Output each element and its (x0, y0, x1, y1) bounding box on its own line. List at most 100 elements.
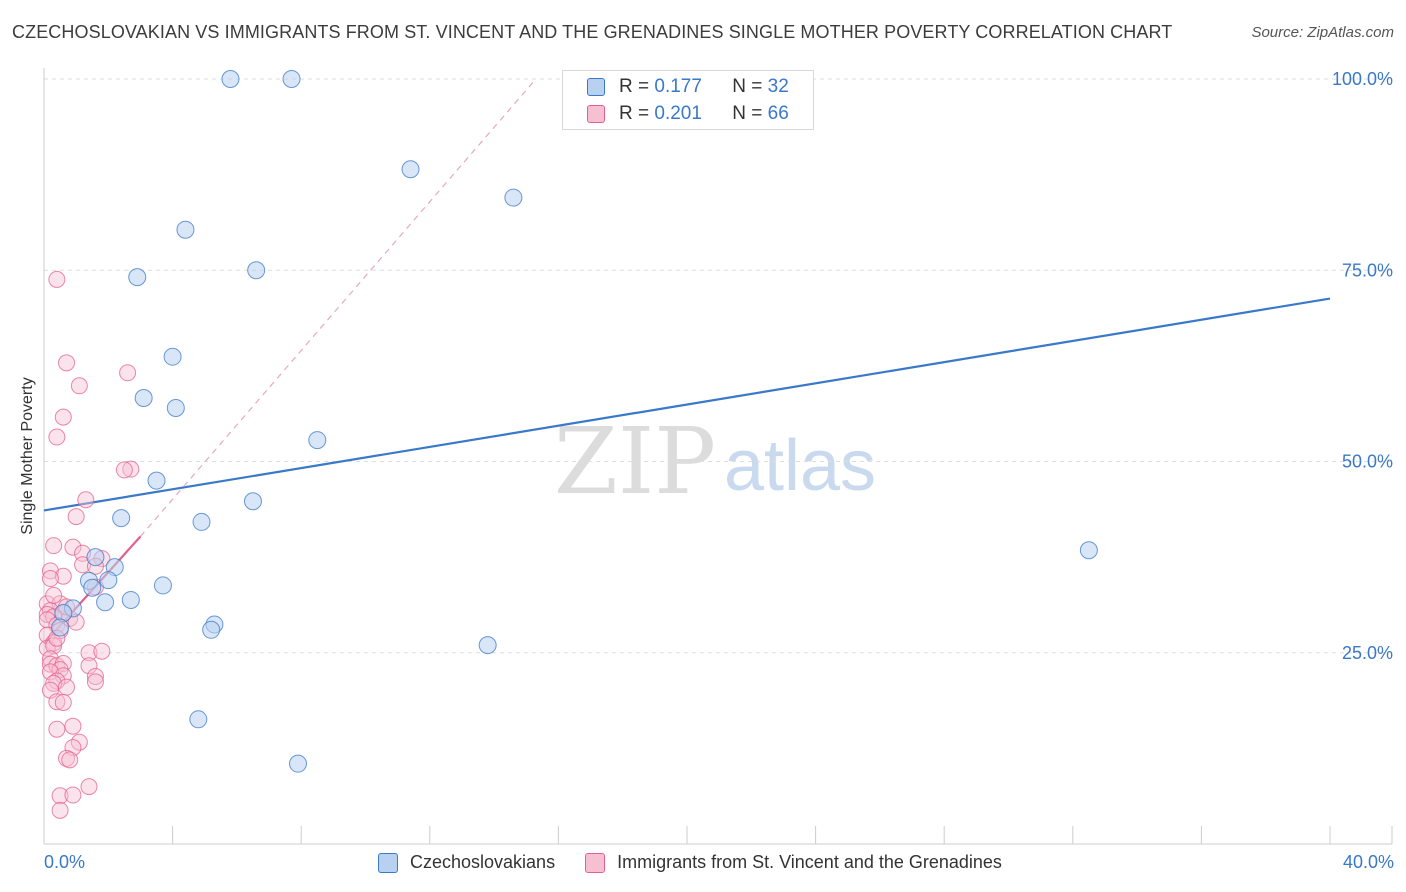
data-point-st-vincent (115, 461, 133, 479)
data-point-czechoslovakian (192, 512, 211, 531)
r-value: 0.177 (654, 76, 702, 97)
data-point-st-vincent (64, 717, 82, 735)
data-point-czechoslovakian (1079, 541, 1098, 560)
data-point-st-vincent (86, 667, 104, 685)
y-tick-label: 75.0% (1342, 260, 1393, 280)
data-point-st-vincent (93, 642, 111, 660)
data-point-czechoslovakian (147, 471, 166, 490)
n-label: N = (732, 103, 763, 124)
gridlines (44, 78, 1392, 654)
n-label: N = (732, 76, 763, 97)
data-point-st-vincent (61, 751, 79, 769)
series-legend: Czechoslovakians Immigrants from St. Vin… (378, 852, 1032, 873)
correlation-row-vincent: R = 0.201 N = 66 (587, 103, 789, 125)
data-point-czechoslovakian (478, 636, 497, 655)
data-point-czechoslovakian (221, 70, 240, 88)
data-point-st-vincent (54, 567, 72, 585)
data-point-st-vincent (58, 354, 76, 372)
correlation-row-czech: R = 0.177 N = 32 (587, 76, 789, 98)
data-point-st-vincent (51, 787, 69, 805)
data-point-st-vincent (51, 801, 69, 819)
data-point-st-vincent (74, 556, 92, 574)
data-point-st-vincent (58, 678, 76, 696)
data-point-st-vincent (77, 491, 95, 509)
data-point-czechoslovakian (247, 261, 266, 280)
data-point-czechoslovakian (96, 593, 115, 612)
data-point-czechoslovakian (54, 603, 73, 622)
trend-line-czechoslovakians (43, 297, 1331, 512)
data-point-czechoslovakian (243, 492, 262, 511)
legend-swatch-blue (378, 852, 398, 873)
data-point-st-vincent (48, 720, 66, 738)
data-point-st-vincent (70, 377, 88, 395)
chart-title: CZECHOSLOVAKIAN VS IMMIGRANTS FROM ST. V… (12, 22, 1173, 42)
y-tick-label: 50.0% (1342, 452, 1393, 472)
data-point-st-vincent (45, 586, 63, 604)
data-point-czechoslovakian (504, 188, 523, 207)
data-point-czechoslovakian (112, 509, 131, 528)
data-point-st-vincent (64, 786, 82, 804)
data-point-czechoslovakian (282, 70, 301, 88)
data-point-czechoslovakian (288, 754, 307, 773)
watermark-zip: ZIP (554, 408, 716, 515)
y-tick-labels: 25.0% 50.0% 75.0% 100.0% (1332, 69, 1393, 663)
trend-line-extension-st-vincent (139, 78, 537, 537)
data-point-st-vincent (54, 693, 72, 711)
r-value: 0.201 (654, 103, 702, 124)
data-point-czechoslovakian (51, 618, 70, 637)
data-point-czechoslovakian (163, 347, 182, 366)
r-label: R = (619, 103, 650, 124)
source-credit: Source: ZipAtlas.com (1251, 24, 1394, 41)
data-point-st-vincent (45, 537, 63, 555)
data-point-st-vincent (41, 570, 59, 588)
legend-label: Immigrants from St. Vincent and the Gren… (617, 852, 1002, 872)
axes (43, 68, 1393, 845)
data-point-st-vincent (64, 538, 82, 556)
data-point-st-vincent (86, 673, 104, 691)
watermark: ZIP atlas (554, 408, 876, 515)
data-point-czechoslovakian (86, 548, 105, 567)
data-point-czechoslovakian (134, 389, 153, 408)
y-tick-label: 100.0% (1332, 69, 1393, 89)
data-point-st-vincent (48, 672, 66, 690)
data-point-czechoslovakian (176, 220, 195, 239)
watermark-atlas: atlas (724, 426, 876, 506)
data-point-czechoslovakian (308, 431, 327, 450)
r-label: R = (619, 76, 650, 97)
data-point-st-vincent (122, 460, 140, 478)
data-point-czechoslovakian (189, 710, 208, 729)
pink-swatch (587, 105, 605, 123)
data-point-st-vincent (48, 270, 66, 288)
data-point-czechoslovakian (401, 160, 420, 179)
blue-swatch (587, 78, 605, 96)
data-point-czechoslovakian (121, 590, 140, 609)
data-point-st-vincent (67, 508, 85, 526)
legend-item-czechoslovakians[interactable]: Czechoslovakians (378, 852, 555, 873)
data-point-st-vincent (80, 644, 98, 662)
data-point-st-vincent (38, 611, 56, 629)
data-point-czechoslovakian (83, 578, 102, 597)
data-point-st-vincent (80, 657, 98, 675)
data-point-czechoslovakian (153, 576, 172, 595)
x-tick-label-min: 0.0% (44, 852, 86, 872)
data-point-st-vincent (54, 408, 72, 426)
n-value: 32 (767, 76, 789, 97)
data-point-st-vincent (80, 778, 98, 796)
legend-label: Czechoslovakians (410, 852, 556, 872)
correlation-legend: R = 0.177 N = 32 R = 0.201 N = 66 (562, 70, 814, 130)
n-value: 66 (767, 103, 789, 124)
x-tick-label-max: 40.0% (1342, 852, 1394, 872)
data-point-czechoslovakian (202, 620, 221, 639)
legend-swatch-pink (585, 852, 606, 873)
data-point-czechoslovakian (128, 268, 147, 287)
y-tick-label: 25.0% (1342, 643, 1393, 663)
data-point-st-vincent (41, 650, 59, 668)
data-point-st-vincent (119, 364, 137, 382)
data-point-st-vincent (48, 693, 66, 711)
data-point-czechoslovakian (166, 398, 185, 417)
data-point-czechoslovakian (99, 571, 118, 590)
data-point-st-vincent (48, 428, 66, 446)
data-points (38, 70, 1098, 819)
legend-item-immigrants-st-vincent[interactable]: Immigrants from St. Vincent and the Gren… (585, 852, 1002, 873)
